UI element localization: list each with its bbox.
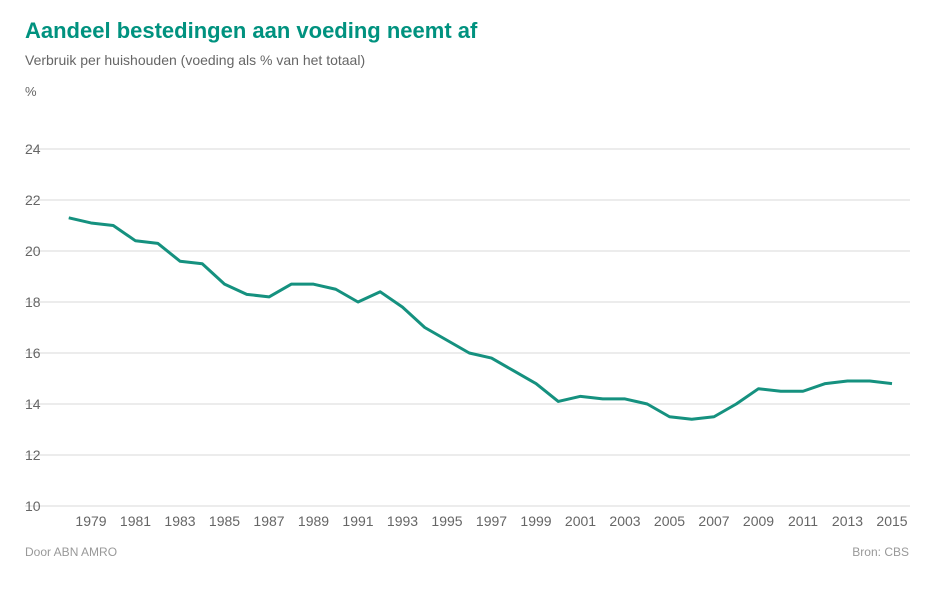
x-tick-label: 2007 xyxy=(698,513,729,529)
y-tick-label: 14 xyxy=(25,396,41,412)
y-tick-label: 24 xyxy=(25,141,41,157)
x-tick-label: 1991 xyxy=(342,513,373,529)
x-tick-label: 1995 xyxy=(431,513,462,529)
chart-subtitle: Verbruik per huishouden (voeding als % v… xyxy=(25,52,366,68)
y-tick-label: 22 xyxy=(25,192,41,208)
source-text: Bron: CBS xyxy=(852,545,909,559)
series-line xyxy=(68,216,893,421)
x-tick-label: 1987 xyxy=(253,513,284,529)
x-tick-label: 1997 xyxy=(476,513,507,529)
x-tick-label: 2015 xyxy=(876,513,907,529)
chart-title: Aandeel bestedingen aan voeding neemt af xyxy=(25,18,478,43)
credit-text: Door ABN AMRO xyxy=(25,545,118,559)
x-tick-label: 1981 xyxy=(120,513,151,529)
x-tick-label: 1979 xyxy=(75,513,106,529)
x-tick-label: 2013 xyxy=(832,513,863,529)
x-tick-label: 2011 xyxy=(788,513,818,529)
x-tick-label: 1985 xyxy=(209,513,240,529)
y-tick-label: 12 xyxy=(25,447,41,463)
y-tick-label: 16 xyxy=(25,345,41,361)
y-tick-label: 10 xyxy=(25,498,41,514)
x-tick-label: 2009 xyxy=(743,513,774,529)
x-tick-label: 1983 xyxy=(164,513,195,529)
x-tick-label: 2003 xyxy=(609,513,640,529)
x-tick-label: 1999 xyxy=(520,513,551,529)
y-tick-label: 18 xyxy=(25,294,41,310)
x-tick-label: 1989 xyxy=(298,513,329,529)
x-tick-label: 2005 xyxy=(654,513,685,529)
y-tick-label: 20 xyxy=(25,243,41,259)
x-tick-label: 1993 xyxy=(387,513,418,529)
y-axis-unit: % xyxy=(25,84,37,99)
x-tick-label: 2001 xyxy=(565,513,596,529)
